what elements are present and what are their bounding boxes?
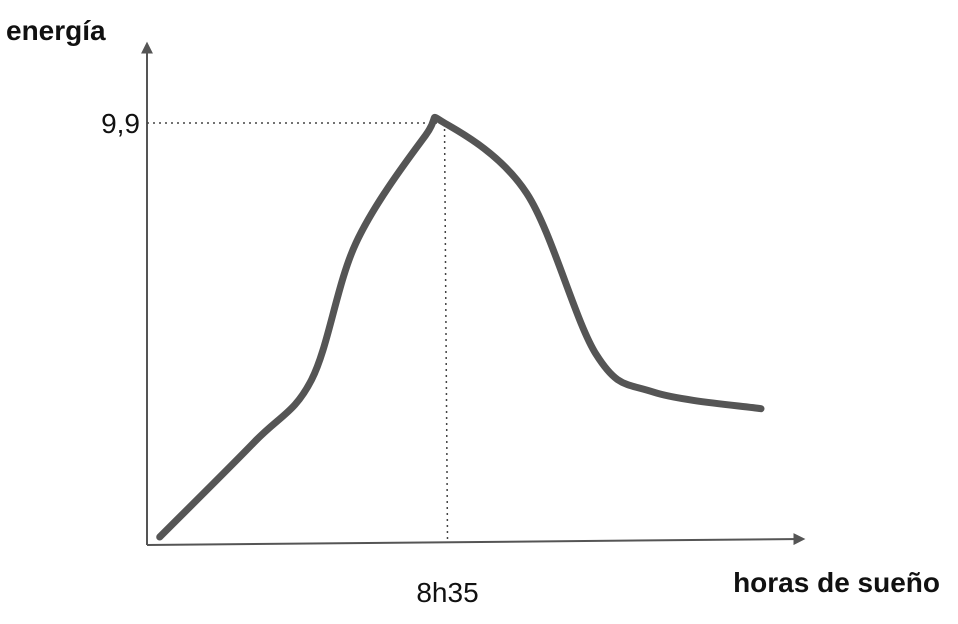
peak-vertical-guide (443, 122, 449, 543)
y-axis-title: energía (6, 15, 106, 46)
energy-curve (156, 113, 765, 541)
x-axis (146, 533, 806, 546)
peak-x-tick-label: 8h35 (416, 577, 478, 608)
x-axis-title: horas de sueño (733, 567, 940, 598)
peak-y-tick-label: 9,9 (101, 108, 140, 139)
